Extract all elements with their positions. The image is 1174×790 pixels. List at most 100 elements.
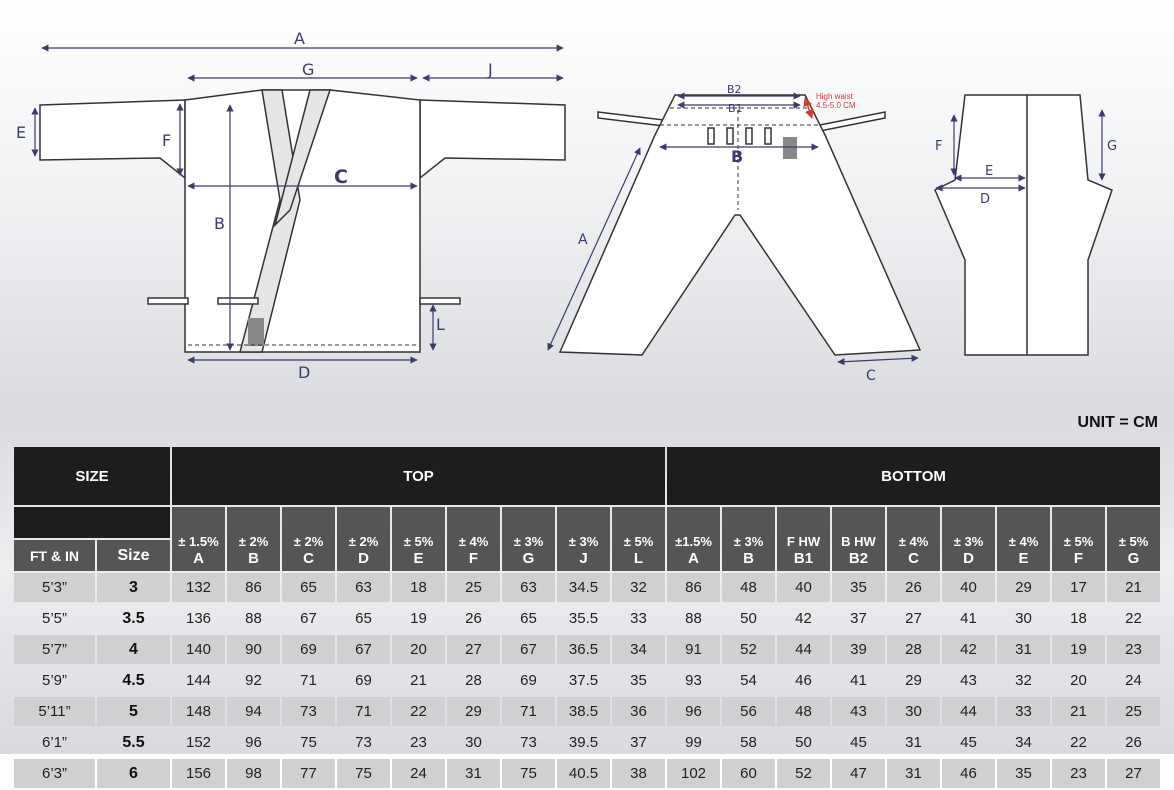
tolerance-label: ± 5% xyxy=(623,534,654,549)
table-row: 5’9” 4.5 144 92 71 69 21 28 69 37.5 35 93 54 46 41 29 43… xyxy=(14,666,1160,695)
bottom-value-cell: 30 xyxy=(887,697,940,726)
top-value-cell: 34 xyxy=(612,635,665,664)
height-cell: 5’7” xyxy=(14,635,95,664)
top-value-cell: 75 xyxy=(300,734,317,751)
top-value-cell: 25 xyxy=(447,573,500,602)
bottom-value-cell: 26 xyxy=(1125,734,1142,751)
tolerance-label: ± 3% xyxy=(733,534,764,549)
bottom-value-cell: 43 xyxy=(832,697,885,726)
top-value-cell: 27 xyxy=(447,635,500,664)
top-value-cell: 28 xyxy=(465,672,482,689)
bottom-value-cell: 48 xyxy=(777,697,830,726)
size-column-header: Size xyxy=(97,540,170,571)
top-value-cell: 73 xyxy=(355,734,372,751)
tolerance-label: ± 4% xyxy=(898,534,929,549)
top-value-cell: 140 xyxy=(172,635,225,664)
jacket-label-g: G xyxy=(302,60,314,79)
top-value-cell: 36 xyxy=(612,697,665,726)
table-row: 5’5” 3.5 136 88 67 65 19 26 65 35.5 33 88 50 42 37 27 41… xyxy=(14,604,1160,633)
bottom-value-cell: 37 xyxy=(850,610,867,627)
bottom-value-cell: 35 xyxy=(997,759,1050,788)
top-value-cell: 86 xyxy=(227,573,280,602)
size-cell: 4.5 xyxy=(122,671,145,689)
measurement-key: D xyxy=(963,550,974,567)
top-value-cell: 38.5 xyxy=(557,697,610,726)
top-value-cell: 71 xyxy=(300,672,317,689)
table-row: 5’3” 3 132 86 65 63 18 25 63 34.5 32 86 48 40 35 26 40 29… xyxy=(14,573,1160,602)
top-value-cell: 20 xyxy=(392,635,445,664)
pants-drawing xyxy=(558,94,922,356)
top-value-cell: 136 xyxy=(185,610,212,627)
bottom-value-cell: 91 xyxy=(667,635,720,664)
top-value-cell: 63 xyxy=(502,573,555,602)
bottom-value-cell: 52 xyxy=(777,759,830,788)
size-cell: 3.5 xyxy=(122,609,145,627)
bottom-value-cell: 40 xyxy=(942,573,995,602)
top-value-cell: 96 xyxy=(245,734,262,751)
top-value-cell: 75 xyxy=(502,759,555,788)
jacket-label-l: L xyxy=(436,315,445,334)
top-value-cell: 37.5 xyxy=(568,672,599,689)
pants-side-drawing xyxy=(934,94,1113,356)
bottom-value-cell: 58 xyxy=(740,734,757,751)
bottom-value-cell: 96 xyxy=(667,697,720,726)
top-value-cell: 67 xyxy=(337,635,390,664)
top-value-cell: 39.5 xyxy=(568,734,599,751)
top-column-header-b: ± 2% B xyxy=(227,507,280,571)
tolerance-label: B HW xyxy=(841,534,876,549)
tolerance-label: ± 2% xyxy=(293,534,324,549)
bottom-value-cell: 25 xyxy=(1107,697,1160,726)
measurement-key: B xyxy=(743,550,754,567)
bottom-value-cell: 44 xyxy=(777,635,830,664)
bottom-value-cell: 50 xyxy=(795,734,812,751)
top-value-cell: 88 xyxy=(245,610,262,627)
top-value-cell: 94 xyxy=(227,697,280,726)
size-header: SIZE xyxy=(14,447,170,505)
top-column-header-c: ± 2% C xyxy=(282,507,335,571)
size-cell: 4 xyxy=(97,635,170,664)
tolerance-label: ± 1.5% xyxy=(178,534,219,549)
bottom-value-cell: 29 xyxy=(997,573,1050,602)
tolerance-label: ± 3% xyxy=(513,534,544,549)
bottom-column-header-b1: F HW B1 xyxy=(777,507,830,571)
top-value-cell: 22 xyxy=(392,697,445,726)
tolerance-label: ±1.5% xyxy=(675,534,712,549)
bottom-value-cell: 32 xyxy=(1015,672,1032,689)
tolerance-label: ± 2% xyxy=(238,534,269,549)
size-cell: 5.5 xyxy=(122,733,145,751)
measurement-key: B1 xyxy=(793,550,814,567)
measurement-key: C xyxy=(908,550,919,567)
bottom-value-cell: 43 xyxy=(960,672,977,689)
side-label-g: G xyxy=(1107,139,1117,154)
top-column-header-g: ± 3% G xyxy=(502,507,555,571)
measurement-key: G xyxy=(1127,550,1140,567)
bottom-value-cell: 50 xyxy=(740,610,757,627)
jacket-label-j: J xyxy=(487,60,493,79)
top-value-cell: 69 xyxy=(520,672,537,689)
tolerance-label: ± 5% xyxy=(1118,534,1149,549)
top-value-cell: 21 xyxy=(410,672,427,689)
measurement-key: G xyxy=(522,550,535,567)
top-value-cell: 35 xyxy=(630,672,647,689)
bottom-value-cell: 18 xyxy=(1070,610,1087,627)
top-value-cell: 33 xyxy=(630,610,647,627)
side-label-d: D xyxy=(980,192,990,207)
bottom-column-header-f: ± 5% F xyxy=(1052,507,1105,571)
measurement-key: A xyxy=(688,550,699,567)
bottom-value-cell: 20 xyxy=(1070,672,1087,689)
top-column-header-f: ± 4% F xyxy=(447,507,500,571)
bottom-value-cell: 22 xyxy=(1125,610,1142,627)
top-value-cell: 144 xyxy=(185,672,212,689)
measurement-key: D xyxy=(358,550,369,567)
table-row: 5’11” 5 148 94 73 71 22 29 71 38.5 36 96 56 48 43 30 44 3… xyxy=(14,697,1160,726)
top-value-cell: 24 xyxy=(392,759,445,788)
bottom-value-cell: 102 xyxy=(667,759,720,788)
jacket-label-c: C xyxy=(334,166,348,188)
measurement-key: B2 xyxy=(848,550,869,567)
size-diagram: A G J E F C B L D B2 B1 B A C High waist… xyxy=(16,29,1117,384)
bottom-value-cell: 31 xyxy=(905,734,922,751)
measurement-key: B xyxy=(248,550,259,567)
pants-label-b: B xyxy=(731,147,743,166)
bottom-value-cell: 41 xyxy=(960,610,977,627)
height-cell: 5’9” xyxy=(41,672,67,689)
